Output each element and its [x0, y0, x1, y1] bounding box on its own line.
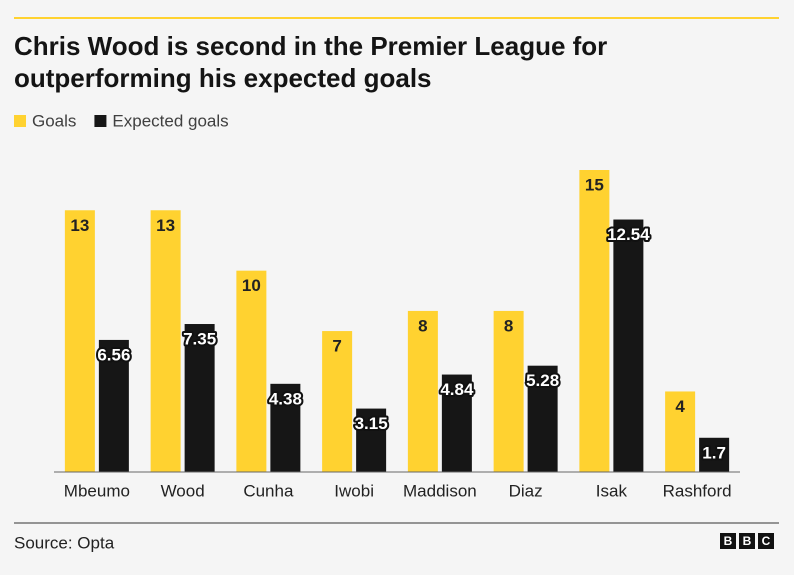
bar	[493, 310, 524, 472]
x-tick-label: Maddison	[403, 481, 477, 500]
bar	[407, 310, 438, 472]
data-label: 15	[585, 175, 604, 194]
bar	[356, 408, 387, 472]
legend-label: Expected goals	[112, 111, 228, 130]
logo-block	[739, 533, 755, 549]
bar	[441, 374, 472, 472]
data-label: 8	[418, 316, 427, 335]
data-label: 7	[332, 337, 341, 356]
bar	[579, 170, 610, 472]
bar	[699, 437, 730, 472]
bar	[527, 365, 558, 472]
logo-block	[758, 533, 774, 549]
legend-label: Goals	[32, 111, 76, 130]
data-label: 12.54	[607, 225, 650, 244]
x-tick-label: Wood	[161, 481, 205, 500]
data-label: 1.7	[702, 443, 726, 462]
data-label: 3.15	[355, 414, 388, 433]
data-label: 10	[242, 276, 261, 295]
logo-letter: B	[724, 534, 733, 548]
x-tick-label: Isak	[596, 481, 628, 500]
bar	[665, 391, 696, 472]
x-tick-label: Cunha	[243, 481, 294, 500]
bar	[322, 331, 353, 472]
data-label: 5.28	[526, 371, 559, 390]
legend-swatch	[14, 115, 26, 127]
bar	[184, 324, 215, 472]
logo-letter: C	[762, 534, 771, 548]
chart-title: Chris Wood is second in the Premier Leag…	[14, 31, 607, 61]
data-label: 4.84	[440, 380, 474, 399]
data-label: 8	[504, 316, 513, 335]
bar	[150, 210, 181, 472]
bar	[64, 210, 95, 472]
logo-letter: B	[743, 534, 752, 548]
x-tick-label: Rashford	[663, 481, 732, 500]
x-tick-label: Iwobi	[334, 481, 374, 500]
data-label: 4.38	[269, 389, 302, 408]
bar	[236, 270, 267, 472]
bar	[98, 339, 129, 472]
source: Source: Opta	[14, 533, 115, 552]
data-label: 13	[70, 216, 89, 235]
bar	[270, 383, 301, 472]
x-tick-label: Diaz	[509, 481, 543, 500]
x-tick-label: Mbeumo	[64, 481, 130, 500]
chart-title: outperforming his expected goals	[14, 63, 432, 93]
data-label: 13	[156, 216, 175, 235]
data-label: 6.56	[97, 345, 130, 364]
data-label: 7.35	[183, 330, 216, 349]
legend-swatch	[94, 115, 107, 127]
bar	[613, 219, 644, 472]
logo-block	[720, 533, 736, 549]
data-label: 4	[675, 397, 685, 416]
